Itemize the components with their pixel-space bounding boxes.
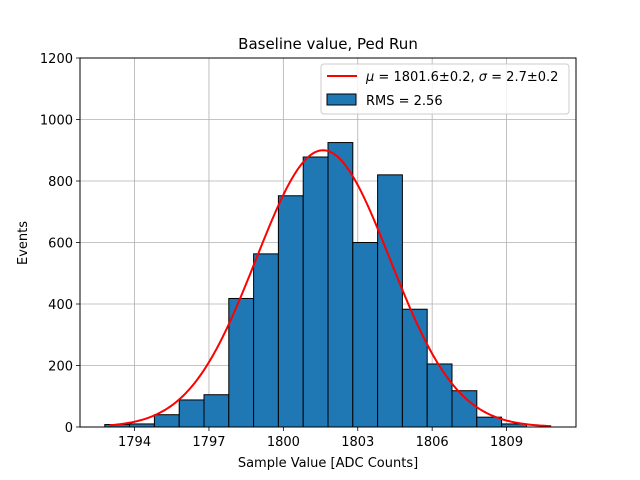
y-tick-label: 200 [48, 360, 73, 375]
histogram-bar [253, 253, 279, 428]
x-axis-label: Sample Value [ADC Counts] [238, 456, 418, 471]
legend: μ = 1801.6±0.2, σ = 2.7±0.2 RMS = 2.56 [320, 63, 570, 115]
y-axis-ticks: 0 200 400 600 800 1000 1200 [40, 52, 80, 436]
y-axis-label: Events [16, 221, 31, 265]
y-tick-label: 400 [48, 298, 73, 313]
histogram-bar [377, 174, 403, 428]
y-tick-label: 800 [48, 175, 73, 190]
histogram-bar [352, 242, 379, 428]
x-tick-label: 1797 [192, 435, 225, 450]
y-tick-label: 1200 [40, 52, 73, 67]
histogram-bar [228, 297, 255, 428]
x-tick-label: 1800 [267, 435, 300, 450]
histogram-bar [327, 142, 354, 428]
histogram-bar [153, 414, 180, 428]
histogram-bar [426, 363, 453, 428]
x-axis-ticks: 1794 1797 1800 1803 1806 1809 [118, 427, 523, 450]
y-tick-label: 0 [65, 421, 73, 436]
histogram-bar [401, 308, 428, 428]
legend-sigma-text: = 2.7±0.2 [487, 70, 558, 85]
histogram-bar [203, 394, 230, 428]
legend-box [320, 63, 570, 115]
legend-mu-text: = 1801.6±0.2, [374, 70, 478, 85]
legend-mu-symbol: μ [365, 70, 374, 85]
x-tick-label: 1809 [490, 435, 523, 450]
histogram-bar [178, 399, 205, 428]
x-tick-label: 1794 [118, 435, 151, 450]
y-tick-label: 1000 [40, 114, 73, 129]
chart-title: Baseline value, Ped Run [238, 35, 418, 53]
y-tick-label: 600 [48, 237, 73, 252]
histogram-bar [302, 156, 329, 428]
x-tick-label: 1803 [341, 435, 374, 450]
gaussian-fit-curve [109, 149, 552, 428]
histogram-bars [104, 142, 527, 428]
legend-hist-label: RMS = 2.56 [366, 94, 443, 109]
x-tick-label: 1806 [416, 435, 449, 450]
legend-hist-swatch [326, 93, 357, 106]
legend-sigma-symbol: σ [479, 70, 488, 85]
legend-fit-label: μ = 1801.6±0.2, σ = 2.7±0.2 [365, 70, 558, 85]
histogram-bar [277, 195, 304, 428]
